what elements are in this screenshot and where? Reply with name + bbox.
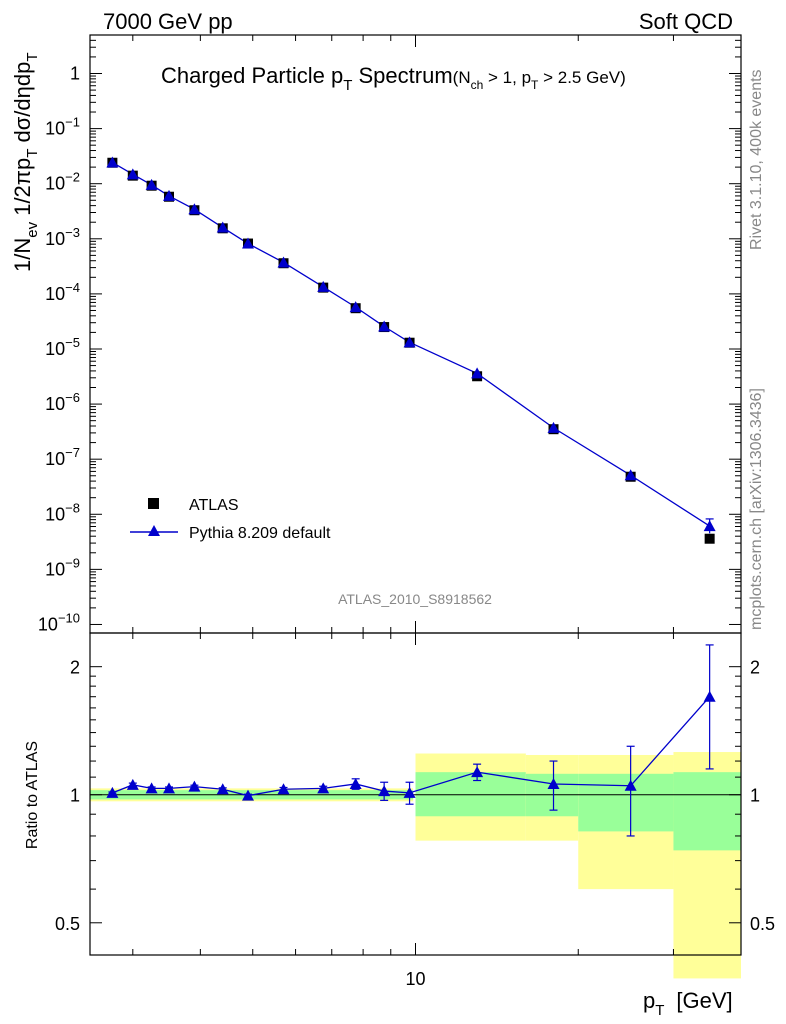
pythia-data-point	[145, 178, 158, 190]
ratio-data-point	[703, 690, 716, 702]
ratio-data-point	[624, 779, 637, 791]
ratio-data-point	[378, 785, 391, 797]
legend-atlas-marker	[148, 498, 159, 509]
ratio-data-point	[242, 789, 255, 801]
pythia-data-point	[163, 189, 176, 201]
pythia-series-line	[112, 161, 710, 527]
pythia-data-point	[349, 301, 362, 313]
ratio-y-tick-label-right: 1	[750, 786, 760, 806]
analysis-watermark: ATLAS_2010_S8918562	[338, 591, 492, 607]
pythia-data-point	[126, 168, 139, 180]
pythia-data-point	[188, 203, 201, 215]
main-y-tick-label: 10−6	[45, 390, 80, 414]
ratio-data-point	[216, 783, 229, 795]
ratio-data-point	[471, 766, 484, 778]
main-plot-title: Charged Particle pT Spectrum(Nch > 1, pT…	[161, 63, 626, 94]
ratio-series-line	[112, 696, 711, 797]
main-y-tick-label: 10−1	[45, 115, 80, 139]
ratio-data-point	[106, 786, 119, 798]
atlas-data-point	[704, 533, 715, 544]
main-y-tick-label: 10−8	[45, 500, 80, 524]
pythia-data-point	[471, 367, 484, 379]
pythia-data-point	[242, 237, 255, 249]
mcplots-label: mcplots.cern.ch [arXiv:1306.3436]	[748, 388, 765, 630]
ratio-data-point	[547, 777, 560, 789]
main-y-tick-label: 10−4	[45, 280, 80, 304]
ratio-data-point	[317, 782, 330, 794]
pythia-data-point	[216, 221, 229, 233]
ratio-y-tick-label: 1	[70, 786, 80, 806]
rivet-label: Rivet 3.1.10, 400k events	[748, 69, 765, 250]
pythia-data-point	[378, 320, 391, 332]
x-tick-label: 10	[405, 969, 425, 989]
ratio-y-tick-label-right: 2	[750, 658, 760, 678]
pythia-data-point	[317, 280, 330, 292]
main-y-axis-label: 1/Nev 1/2πpT dσ/dηdpT	[10, 52, 41, 272]
legend-pythia-label: Pythia 8.209 default	[189, 525, 331, 542]
main-plot-frame	[89, 34, 742, 634]
legend-pythia-marker	[148, 525, 160, 536]
ratio-data-point	[163, 782, 176, 794]
plot-content: 10 1 10−1 10−2 10−3 10−4 10−5 10−6 10−7 10−8 10−9 1…	[38, 34, 775, 989]
header-left-label: 7000 GeV pp	[103, 9, 233, 34]
pythia-data-point	[403, 336, 416, 348]
ratio-data-point	[403, 786, 416, 798]
x-axis-label: pT [GeV]	[643, 988, 733, 1019]
ratio-data-point	[145, 782, 158, 794]
legend: ATLAS Pythia 8.209 default	[130, 497, 331, 542]
ratio-data-point	[349, 777, 362, 789]
pythia-data-point	[106, 156, 119, 168]
main-y-tick-label: 10−2	[45, 170, 80, 194]
main-y-tick-label: 10−5	[45, 335, 80, 359]
pythia-data-point	[277, 256, 290, 268]
ratio-band-green	[415, 772, 526, 817]
main-y-tick-label: 10−3	[45, 225, 80, 249]
ratio-y-axis-label: Ratio to ATLAS	[24, 741, 41, 849]
ratio-band-green	[673, 772, 741, 851]
main-y-tick-label: 10−7	[45, 445, 80, 469]
main-y-tick-label: 10−9	[45, 555, 80, 579]
ratio-data-point	[126, 778, 139, 790]
ratio-band-green	[578, 773, 674, 832]
ratio-data-point	[188, 780, 201, 792]
ratio-data-point	[277, 783, 290, 795]
pythia-data-point	[547, 421, 560, 433]
pythia-data-point	[624, 469, 637, 481]
header-right-label: Soft QCD	[639, 9, 733, 34]
main-y-tick-label: 10−10	[38, 610, 80, 634]
legend-atlas-label: ATLAS	[189, 497, 239, 514]
ratio-y-tick-label-right: 0.5	[750, 914, 775, 934]
ratio-y-tick-label: 2	[70, 658, 80, 678]
ratio-y-tick-label: 0.5	[55, 914, 80, 934]
main-y-tick-label: 1	[70, 64, 80, 84]
